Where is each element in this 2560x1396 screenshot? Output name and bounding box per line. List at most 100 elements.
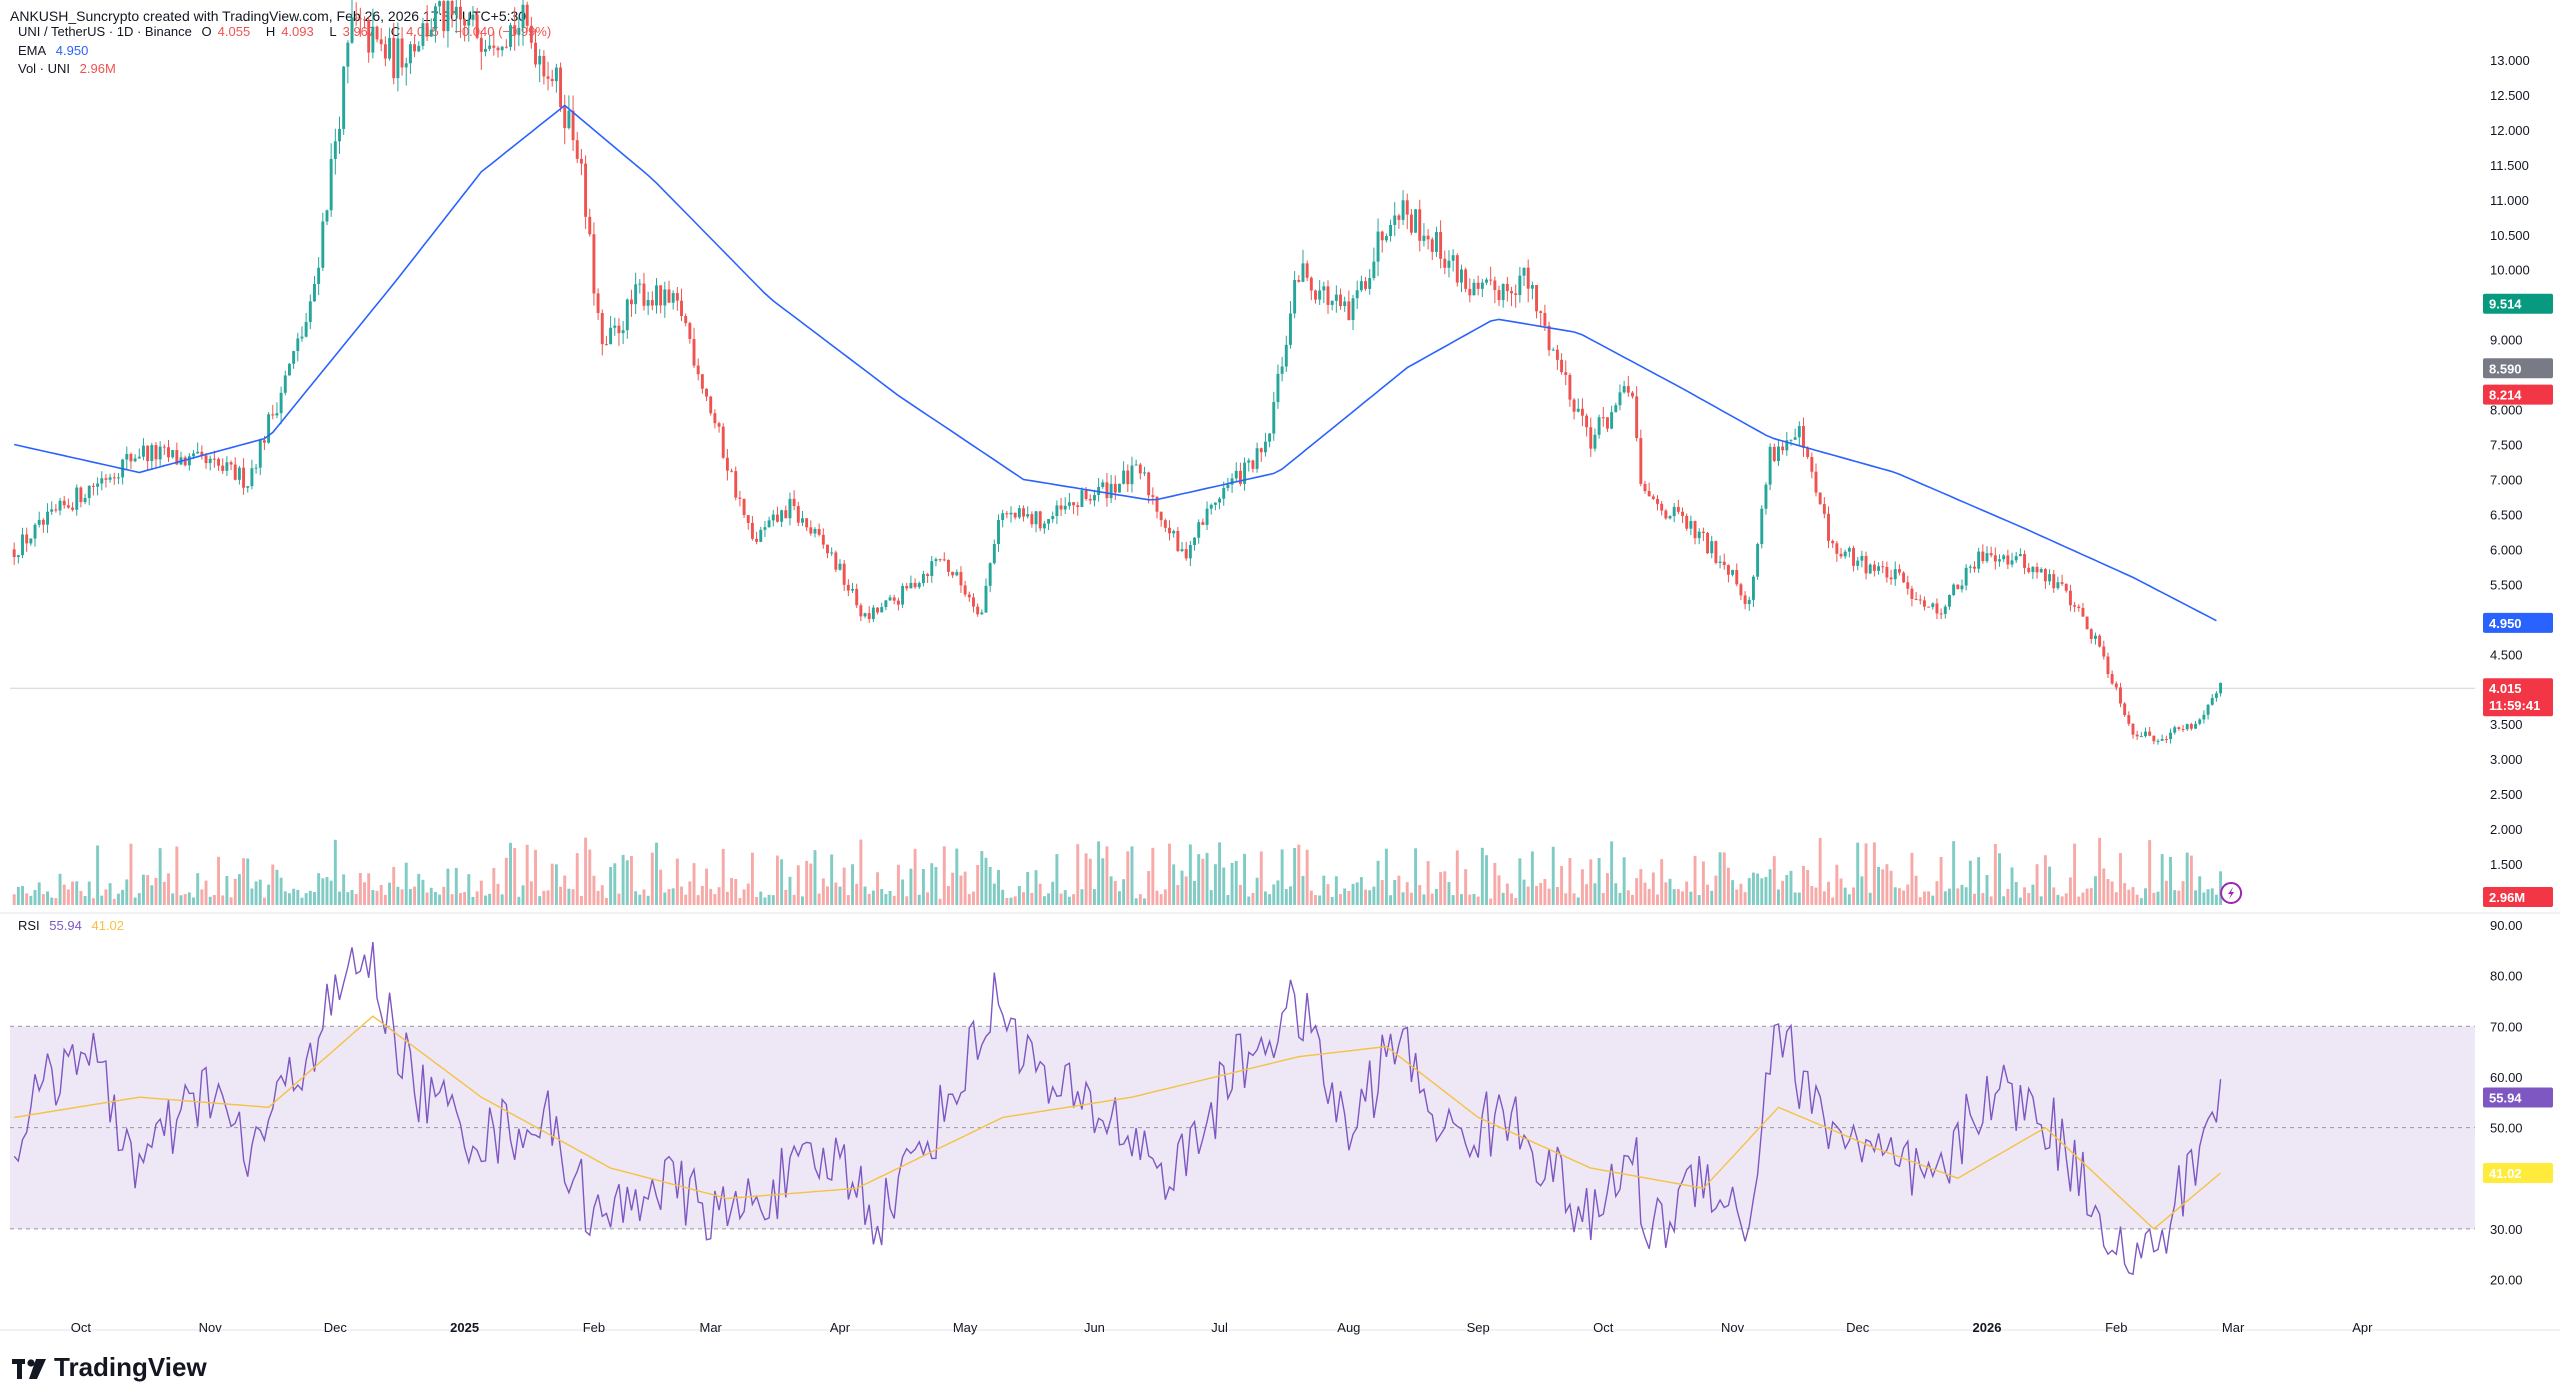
volume-bar: [1209, 890, 1213, 905]
candle-body: [467, 19, 471, 26]
candle-body: [1259, 448, 1263, 453]
volume-bar: [788, 876, 792, 905]
tradingview-logo-text: TradingView: [54, 1352, 207, 1382]
candle-body: [237, 467, 241, 480]
candle-body: [16, 555, 20, 558]
volume-bar: [2064, 893, 2068, 905]
candle-body: [2177, 727, 2181, 729]
volume-bar: [25, 893, 29, 905]
volume-bar: [813, 850, 817, 905]
candle-body: [517, 27, 521, 35]
candle-body: [876, 607, 880, 613]
volume-bar: [1447, 882, 1451, 905]
candle-body: [2131, 723, 2135, 735]
volume-bar: [771, 895, 775, 905]
candle-body: [2210, 697, 2214, 705]
volume-bar: [842, 867, 846, 905]
volume-bar: [442, 886, 446, 905]
candle-body: [730, 470, 734, 472]
price-tag-mid-bg: [2483, 358, 2553, 379]
candle-body: [600, 313, 604, 345]
candle-body: [826, 544, 829, 554]
candle-body: [1927, 606, 1931, 608]
volume-bar: [75, 881, 79, 905]
volume-bar: [2123, 883, 2127, 905]
candle-body: [1843, 551, 1847, 557]
candle-body: [300, 336, 304, 339]
tradingview-logo[interactable]: TradingView: [12, 1352, 207, 1383]
volume-bar: [1001, 889, 1005, 905]
volume-bar: [1355, 882, 1359, 905]
candle-body: [1526, 267, 1530, 289]
candle-body: [1860, 555, 1864, 561]
volume-bar: [1051, 881, 1055, 905]
volume-bar: [1764, 876, 1768, 905]
candle-body: [1072, 502, 1076, 506]
candle-body: [1881, 566, 1885, 568]
volume-bar: [1063, 890, 1067, 905]
candle-body: [2185, 724, 2189, 730]
candle-body: [921, 574, 925, 584]
candle-body: [946, 559, 950, 572]
volume-bar: [400, 889, 404, 905]
volume-bar: [721, 848, 725, 905]
ema-line: [14, 104, 2217, 622]
volume-bar: [37, 882, 41, 905]
candle-body: [1952, 584, 1956, 596]
volume-bar: [1718, 852, 1722, 905]
volume-bar: [2043, 855, 2047, 905]
candle-body: [1122, 470, 1126, 484]
candle-body: [1272, 402, 1276, 434]
price-axis-tick: 3.000: [2490, 752, 2523, 767]
candle-body: [1722, 561, 1726, 566]
volume-bar: [826, 886, 829, 905]
volume-bar: [1097, 841, 1101, 905]
candle-body: [1889, 577, 1893, 580]
volume-bar: [1768, 869, 1772, 905]
candle-body: [1347, 301, 1351, 320]
volume-bar: [1555, 886, 1559, 905]
candle-body: [1543, 312, 1547, 326]
candle-body: [1151, 495, 1155, 497]
time-axis-tick: Feb: [583, 1320, 605, 1335]
volume-bar: [655, 842, 658, 905]
volume-bar: [734, 878, 738, 905]
volume-bar: [863, 886, 867, 905]
volume-bar: [467, 874, 471, 905]
volume-bar: [1197, 854, 1201, 905]
volume-bar: [584, 837, 588, 905]
candle-body: [880, 607, 884, 613]
volume-bar: [901, 879, 905, 905]
candle-body: [1535, 285, 1539, 312]
volume-bar: [1964, 887, 1968, 905]
volume-bar: [763, 897, 767, 905]
candle-body: [388, 37, 392, 59]
candle-body: [1034, 511, 1038, 525]
volume-bar: [1989, 896, 1993, 905]
volume-bar: [1510, 893, 1513, 905]
volume-bar: [1426, 861, 1430, 905]
candle-body: [150, 445, 154, 462]
candle-body: [37, 519, 41, 525]
candle-body: [125, 454, 129, 460]
candle-body: [2214, 693, 2218, 698]
rsi-tag-bg: [2483, 1087, 2553, 1108]
candle-body: [534, 42, 537, 65]
candle-body: [1343, 301, 1347, 307]
volume-bar: [1526, 886, 1530, 905]
volume-bar: [884, 894, 888, 905]
candle-body: [1910, 588, 1914, 599]
time-axis-tick: Mar: [2222, 1320, 2245, 1335]
volume-bar: [179, 895, 183, 905]
candle-body: [1476, 282, 1480, 289]
volume-bar: [1134, 898, 1138, 905]
volume-bar: [2131, 887, 2135, 905]
volume-bar: [1885, 864, 1889, 905]
time-axis-tick: Dec: [324, 1320, 348, 1335]
volume-bar: [313, 892, 316, 905]
candle-body: [225, 462, 229, 471]
candle-body: [1935, 603, 1939, 614]
candle-body: [2144, 731, 2147, 737]
candle-body: [83, 498, 87, 503]
